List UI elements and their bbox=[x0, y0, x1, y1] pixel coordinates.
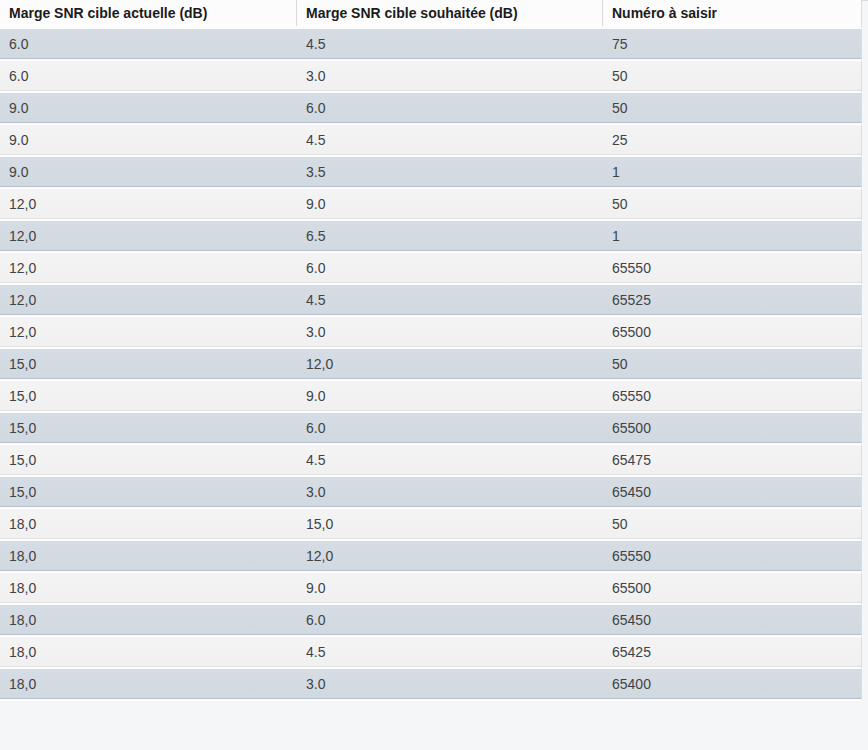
table-row: 12,06.51 bbox=[0, 221, 862, 253]
table-row: 18,012,065550 bbox=[0, 541, 862, 573]
cell-desired-margin: 9.0 bbox=[297, 573, 603, 603]
cell-desired-margin: 3.0 bbox=[297, 669, 603, 699]
cell-desired-margin: 12,0 bbox=[297, 349, 603, 379]
cell-current-margin: 18,0 bbox=[0, 573, 297, 603]
cell-current-margin: 9.0 bbox=[0, 125, 297, 155]
cell-number-to-enter: 25 bbox=[603, 125, 861, 155]
snr-margin-table: Marge SNR cible actuelle (dB) Marge SNR … bbox=[0, 0, 868, 750]
column-header-current-margin: Marge SNR cible actuelle (dB) bbox=[0, 0, 297, 26]
cell-number-to-enter: 65500 bbox=[603, 317, 861, 347]
column-header-number-to-enter: Numéro à saisir bbox=[603, 0, 861, 26]
cell-desired-margin: 15,0 bbox=[297, 509, 603, 539]
cell-current-margin: 18,0 bbox=[0, 509, 297, 539]
table-row: 12,03.065500 bbox=[0, 317, 862, 349]
cell-current-margin: 12,0 bbox=[0, 253, 297, 283]
cell-number-to-enter: 65525 bbox=[603, 285, 861, 315]
cell-number-to-enter: 65475 bbox=[603, 445, 861, 475]
cell-number-to-enter: 65550 bbox=[603, 253, 861, 283]
cell-desired-margin: 6.0 bbox=[297, 93, 603, 123]
cell-desired-margin: 6.0 bbox=[297, 413, 603, 443]
cell-current-margin: 12,0 bbox=[0, 317, 297, 347]
table-row: 15,09.065550 bbox=[0, 381, 862, 413]
table-row: 15,012,050 bbox=[0, 349, 862, 381]
cell-desired-margin: 3.5 bbox=[297, 157, 603, 187]
cell-desired-margin: 6.0 bbox=[297, 253, 603, 283]
table-row: 12,09.050 bbox=[0, 189, 862, 221]
cell-current-margin: 12,0 bbox=[0, 285, 297, 315]
cell-number-to-enter: 50 bbox=[603, 349, 861, 379]
cell-number-to-enter: 65400 bbox=[603, 669, 861, 699]
cell-desired-margin: 3.0 bbox=[297, 61, 603, 91]
cell-number-to-enter: 65550 bbox=[603, 381, 861, 411]
table-row: 9.06.050 bbox=[0, 93, 862, 125]
cell-number-to-enter: 50 bbox=[603, 93, 861, 123]
cell-number-to-enter: 50 bbox=[603, 509, 861, 539]
cell-desired-margin: 6.5 bbox=[297, 221, 603, 251]
cell-current-margin: 9.0 bbox=[0, 157, 297, 187]
cell-current-margin: 12,0 bbox=[0, 189, 297, 219]
cell-desired-margin: 4.5 bbox=[297, 445, 603, 475]
table-row: 18,06.065450 bbox=[0, 605, 862, 637]
table-body: 6.04.5756.03.0509.06.0509.04.5259.03.511… bbox=[0, 29, 868, 701]
cell-current-margin: 9.0 bbox=[0, 93, 297, 123]
cell-number-to-enter: 50 bbox=[603, 61, 861, 91]
cell-number-to-enter: 1 bbox=[603, 157, 861, 187]
cell-desired-margin: 4.5 bbox=[297, 125, 603, 155]
table-row: 18,04.565425 bbox=[0, 637, 862, 669]
cell-number-to-enter: 65550 bbox=[603, 541, 861, 571]
cell-number-to-enter: 65500 bbox=[603, 413, 861, 443]
cell-current-margin: 18,0 bbox=[0, 637, 297, 667]
cell-current-margin: 12,0 bbox=[0, 221, 297, 251]
cell-current-margin: 15,0 bbox=[0, 413, 297, 443]
table-row: 6.04.575 bbox=[0, 29, 862, 61]
cell-current-margin: 15,0 bbox=[0, 477, 297, 507]
table-row: 12,04.565525 bbox=[0, 285, 862, 317]
table-row: 12,06.065550 bbox=[0, 253, 862, 285]
cell-number-to-enter: 65500 bbox=[603, 573, 861, 603]
table-row: 6.03.050 bbox=[0, 61, 862, 93]
cell-current-margin: 6.0 bbox=[0, 61, 297, 91]
cell-desired-margin: 3.0 bbox=[297, 477, 603, 507]
table-row: 18,03.065400 bbox=[0, 669, 862, 701]
cell-number-to-enter: 75 bbox=[603, 29, 861, 59]
cell-current-margin: 15,0 bbox=[0, 381, 297, 411]
table-row: 9.03.51 bbox=[0, 157, 862, 189]
cell-number-to-enter: 50 bbox=[603, 189, 861, 219]
column-header-desired-margin: Marge SNR cible souhaitée (dB) bbox=[297, 0, 603, 26]
cell-desired-margin: 9.0 bbox=[297, 381, 603, 411]
cell-desired-margin: 6.0 bbox=[297, 605, 603, 635]
cell-desired-margin: 12,0 bbox=[297, 541, 603, 571]
table-row: 15,03.065450 bbox=[0, 477, 862, 509]
cell-number-to-enter: 65450 bbox=[603, 605, 861, 635]
cell-current-margin: 15,0 bbox=[0, 349, 297, 379]
cell-desired-margin: 4.5 bbox=[297, 637, 603, 667]
cell-desired-margin: 4.5 bbox=[297, 285, 603, 315]
cell-current-margin: 18,0 bbox=[0, 541, 297, 571]
table-row: 9.04.525 bbox=[0, 125, 862, 157]
cell-number-to-enter: 65425 bbox=[603, 637, 861, 667]
table-header-row: Marge SNR cible actuelle (dB) Marge SNR … bbox=[0, 0, 862, 29]
cell-desired-margin: 3.0 bbox=[297, 317, 603, 347]
cell-current-margin: 6.0 bbox=[0, 29, 297, 59]
cell-number-to-enter: 65450 bbox=[603, 477, 861, 507]
table-row: 18,09.065500 bbox=[0, 573, 862, 605]
cell-desired-margin: 4.5 bbox=[297, 29, 603, 59]
table-row: 15,06.065500 bbox=[0, 413, 862, 445]
cell-current-margin: 15,0 bbox=[0, 445, 297, 475]
table-row: 18,015,050 bbox=[0, 509, 862, 541]
cell-number-to-enter: 1 bbox=[603, 221, 861, 251]
cell-current-margin: 18,0 bbox=[0, 605, 297, 635]
cell-desired-margin: 9.0 bbox=[297, 189, 603, 219]
cell-current-margin: 18,0 bbox=[0, 669, 297, 699]
table-row: 15,04.565475 bbox=[0, 445, 862, 477]
